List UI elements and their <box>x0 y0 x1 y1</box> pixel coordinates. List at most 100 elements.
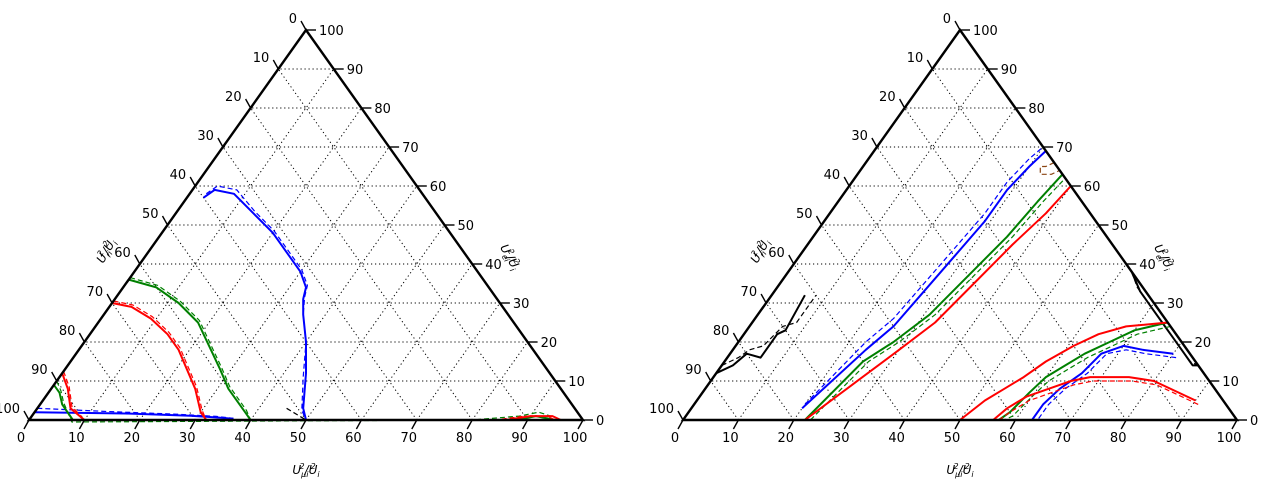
tick-label-left: 20 <box>225 90 242 105</box>
tick-label-left: 0 <box>289 12 297 27</box>
tick-label-bottom: 40 <box>888 431 905 446</box>
tick-label-left: 0 <box>943 12 951 27</box>
series-line-10 <box>998 321 1169 421</box>
tick-label-left: 60 <box>768 246 785 261</box>
axis-label-bottom: Uμi2/Ui2 <box>946 462 974 479</box>
tick-label-left: 20 <box>879 90 896 105</box>
tick-left <box>217 137 224 148</box>
gridline <box>83 68 335 421</box>
tick-label-right: 0 <box>596 414 604 429</box>
tick-bottom <box>300 419 307 430</box>
tick-label-bottom: 70 <box>1055 431 1072 446</box>
tick-label-right: 80 <box>1028 102 1045 117</box>
tick-label-right: 50 <box>458 219 475 234</box>
tick-label-bottom: 60 <box>999 431 1016 446</box>
tick-label-bottom: 40 <box>234 431 251 446</box>
gridline <box>710 380 739 421</box>
tick-bottom <box>134 419 141 430</box>
series-line-6 <box>1031 344 1174 421</box>
series-line-5 <box>804 146 1044 405</box>
series-group <box>715 146 1199 421</box>
tick-bottom <box>577 419 584 430</box>
tick-left <box>871 137 878 148</box>
tick-label-bottom: 50 <box>290 431 307 446</box>
tick-left <box>189 176 196 187</box>
gridline <box>848 146 1044 421</box>
tick-left <box>78 332 86 343</box>
axis-label-right: Uei2/Ui2 <box>1149 241 1178 274</box>
gridline <box>222 146 418 421</box>
tick-left <box>732 332 740 343</box>
tick-label-bottom: 80 <box>456 431 473 446</box>
tick-left <box>954 20 961 31</box>
tick-label-bottom: 0 <box>671 431 679 446</box>
series-line-0 <box>715 294 806 375</box>
tick-label-bottom: 30 <box>179 431 196 446</box>
tick-label-left: 50 <box>796 207 813 222</box>
tick-label-right: 40 <box>1139 258 1156 273</box>
gridline <box>931 68 1183 421</box>
tick-left <box>926 59 933 70</box>
tick-label-left: 10 <box>253 51 270 66</box>
series-line-4 <box>801 150 1047 410</box>
tick-left <box>788 254 795 265</box>
tick-label-bottom: 20 <box>778 431 795 446</box>
ternary-panel-right: 0 0 0 10 10 10 20 20 20 30 30 30 40 40 40 50 50 50 60 60 60 7… <box>649 12 1258 479</box>
series-line-14 <box>992 376 1196 421</box>
series-line-3 <box>1131 271 1199 366</box>
series-line-13 <box>959 321 1168 421</box>
tick-left <box>161 215 169 226</box>
ternary-panel-left: 0 0 0 10 10 10 20 20 20 30 30 30 40 40 40 50 50 50 60 60 60 7… <box>0 12 604 479</box>
tick-bottom <box>1231 419 1238 430</box>
series-line-5 <box>129 277 252 421</box>
series-line-1 <box>721 294 817 366</box>
series-line-6 <box>111 302 208 421</box>
tick-label-right: 90 <box>347 63 364 78</box>
tick-bottom <box>843 419 850 430</box>
tick-label-right: 20 <box>541 336 558 351</box>
tick-label-left: 70 <box>87 285 104 300</box>
ticks: 0 0 0 10 10 10 20 20 20 30 30 30 40 40 40 50 50 50 60 60 60 7… <box>0 12 604 446</box>
tick-left <box>760 293 767 304</box>
tick-bottom <box>1120 419 1127 430</box>
series-line-12 <box>804 185 1072 421</box>
tick-label-bottom: 30 <box>833 431 850 446</box>
tick-left <box>106 293 113 304</box>
tick-label-right: 100 <box>973 24 998 39</box>
series-line-4 <box>128 278 252 421</box>
axis-label-left: Uri2/Ui2 <box>93 235 121 266</box>
tick-label-left: 30 <box>851 129 868 144</box>
series-line-8 <box>804 173 1064 421</box>
tick-left <box>815 215 823 226</box>
tick-left <box>51 371 58 382</box>
tick-label-bottom: 0 <box>17 431 25 446</box>
gridline <box>821 224 961 421</box>
series-line-9 <box>809 177 1066 421</box>
tick-left <box>898 98 906 109</box>
tick-bottom <box>788 419 795 430</box>
gridline <box>1070 302 1155 421</box>
tick-label-right: 60 <box>430 180 447 195</box>
tick-left <box>244 98 252 109</box>
tick-bottom <box>411 419 418 430</box>
tick-label-right: 0 <box>1250 414 1258 429</box>
tick-label-bottom: 80 <box>1110 431 1127 446</box>
tick-label-right: 80 <box>374 102 391 117</box>
tick-label-left: 80 <box>713 324 730 339</box>
triangle-frame <box>680 27 1240 422</box>
series-line-11 <box>1004 325 1171 421</box>
tick-bottom <box>244 419 252 430</box>
tick-label-right: 40 <box>485 258 502 273</box>
tick-bottom <box>355 419 363 430</box>
series-line-12 <box>286 407 334 421</box>
tick-bottom <box>466 419 473 430</box>
tick-label-bottom: 20 <box>124 431 141 446</box>
tick-label-bottom: 60 <box>345 431 362 446</box>
series-line-16 <box>1039 162 1060 175</box>
tick-label-left: 90 <box>31 363 48 378</box>
tick-label-left: 90 <box>685 363 702 378</box>
gridline <box>277 68 529 421</box>
series-line-0 <box>34 411 234 420</box>
ticks: 0 0 0 10 10 10 20 20 20 30 30 30 40 40 40 50 50 50 60 60 60 7… <box>649 12 1258 446</box>
